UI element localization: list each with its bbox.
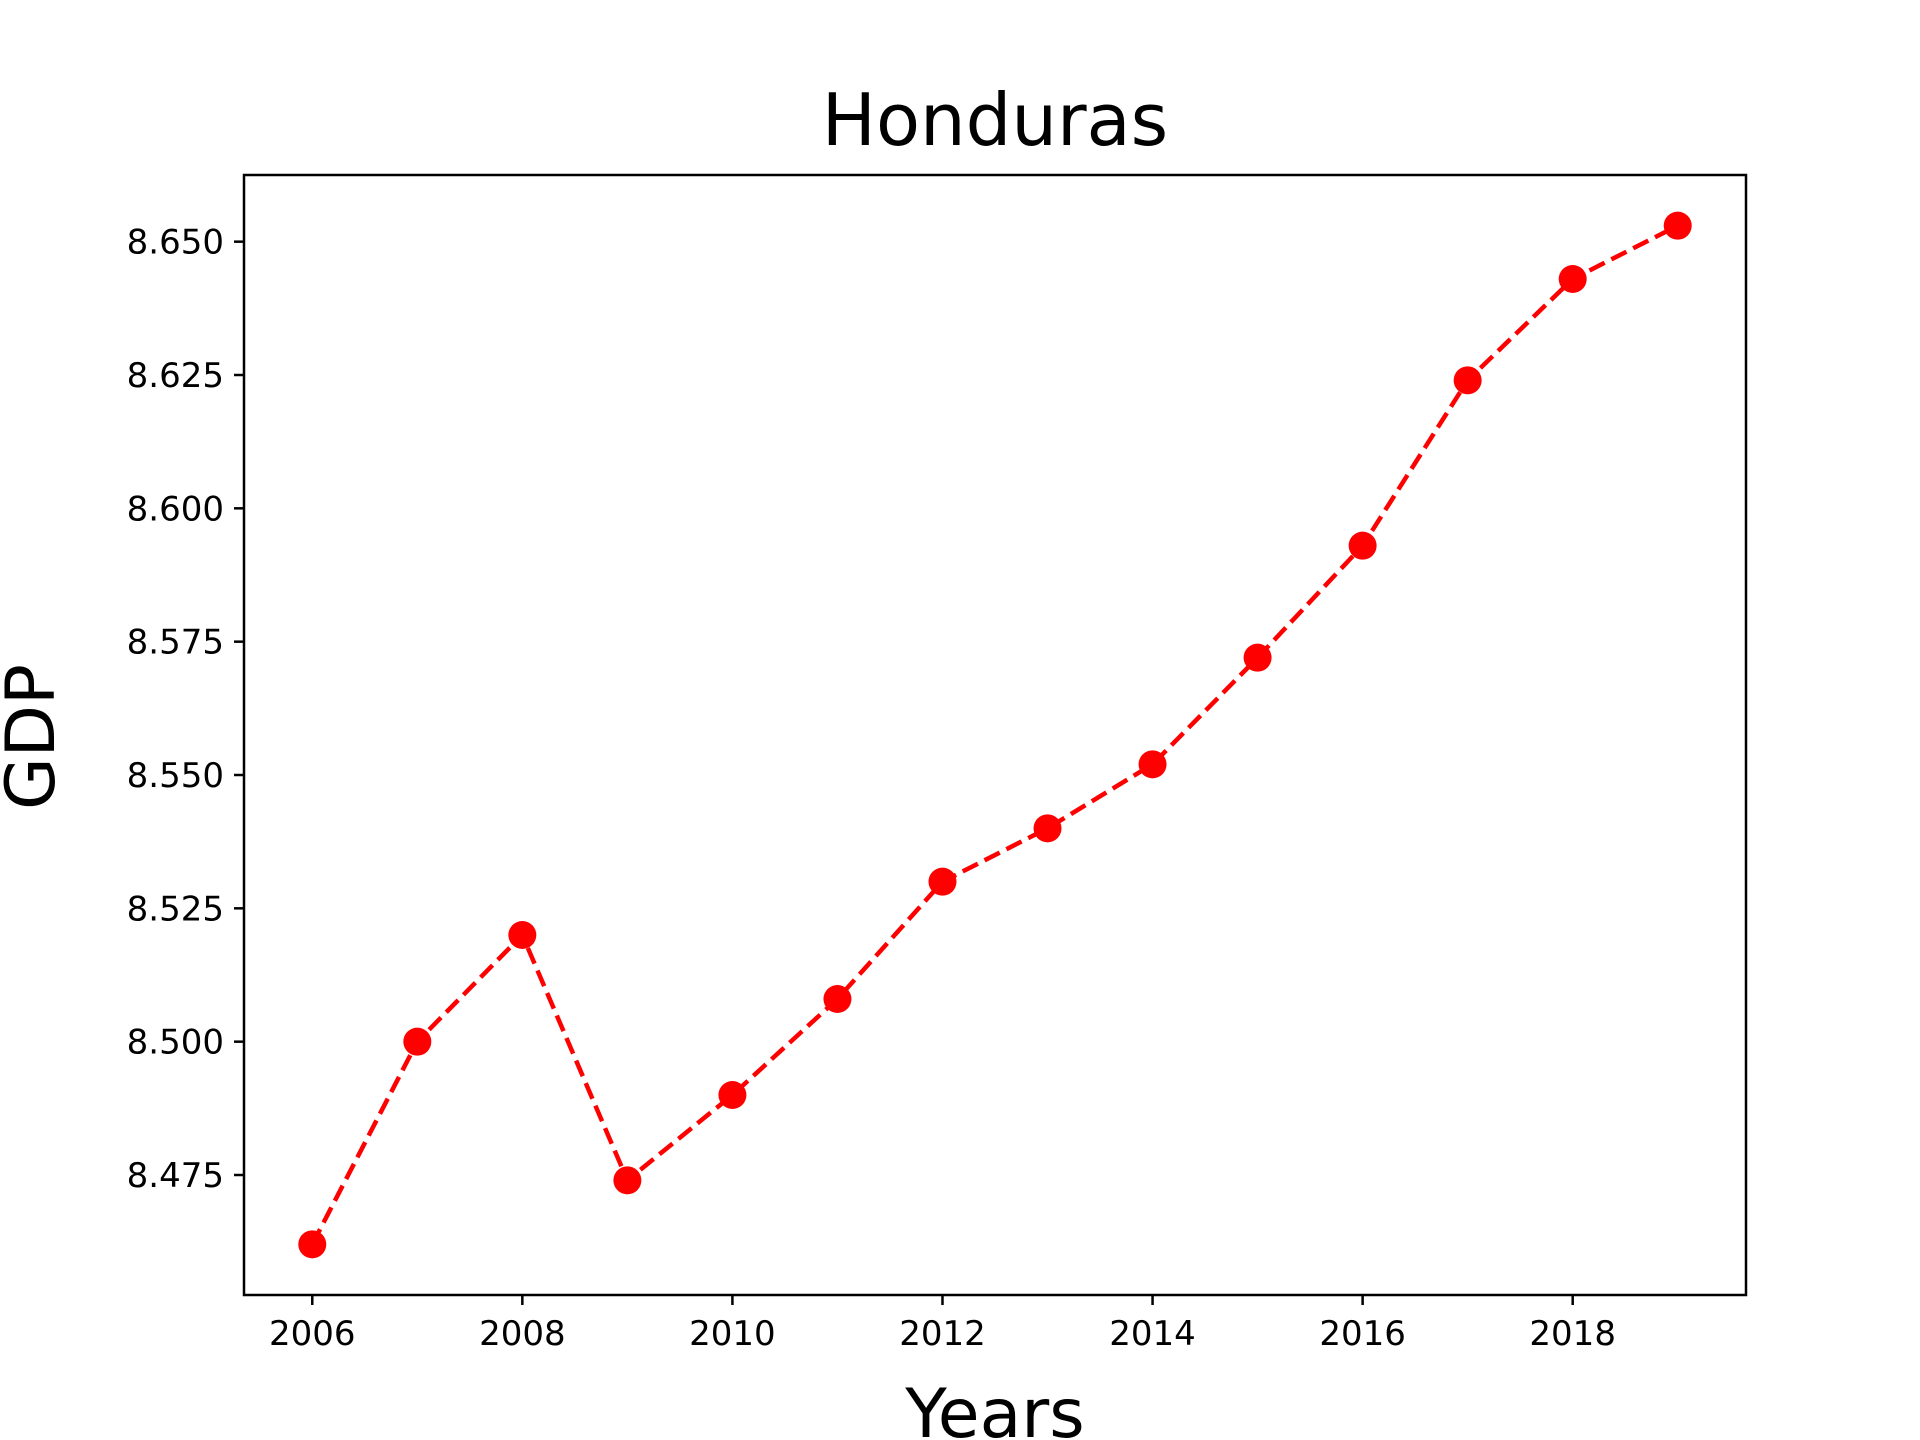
y-tick-label: 8.475 — [127, 1156, 224, 1196]
data-point — [1138, 750, 1167, 779]
x-tick-label: 2008 — [479, 1314, 566, 1354]
x-tick-label: 2016 — [1319, 1314, 1406, 1354]
x-tick-label: 2010 — [689, 1314, 776, 1354]
x-tick-label: 2006 — [269, 1314, 356, 1354]
data-point — [1033, 814, 1062, 843]
data-point — [1348, 531, 1377, 560]
y-tick-label: 8.625 — [127, 356, 224, 396]
x-tick-label: 2014 — [1109, 1314, 1196, 1354]
plot-area — [298, 211, 1692, 1259]
x-axis-title: Years — [904, 1375, 1084, 1440]
data-point — [403, 1027, 432, 1056]
y-tick-label: 8.650 — [127, 223, 224, 263]
axis-ticks: 2006 2008 2010 2012 2014 2016 2018 8.475 8.500 8.… — [127, 223, 1616, 1354]
axes-frame — [242, 173, 1748, 1297]
series-line — [310, 223, 1679, 1246]
y-tick-label: 8.600 — [127, 489, 224, 529]
data-point — [613, 1166, 642, 1195]
y-tick-label: 8.500 — [127, 1023, 224, 1063]
x-tick-label: 2012 — [899, 1314, 986, 1354]
data-point — [928, 867, 957, 896]
y-tick-label: 8.550 — [127, 756, 224, 796]
data-point — [718, 1081, 747, 1109]
data-point — [823, 985, 852, 1013]
chart-title: Honduras — [822, 78, 1168, 162]
data-point — [298, 1230, 327, 1259]
data-point — [508, 921, 537, 949]
y-axis-title: GDP — [0, 664, 71, 810]
x-tick-label: 2018 — [1529, 1314, 1616, 1354]
data-point — [1243, 643, 1272, 672]
data-point — [1558, 265, 1587, 293]
y-tick-label: 8.575 — [127, 623, 224, 663]
y-tick-label: 8.525 — [127, 889, 224, 929]
data-point — [1663, 211, 1692, 240]
data-point — [1453, 366, 1482, 395]
